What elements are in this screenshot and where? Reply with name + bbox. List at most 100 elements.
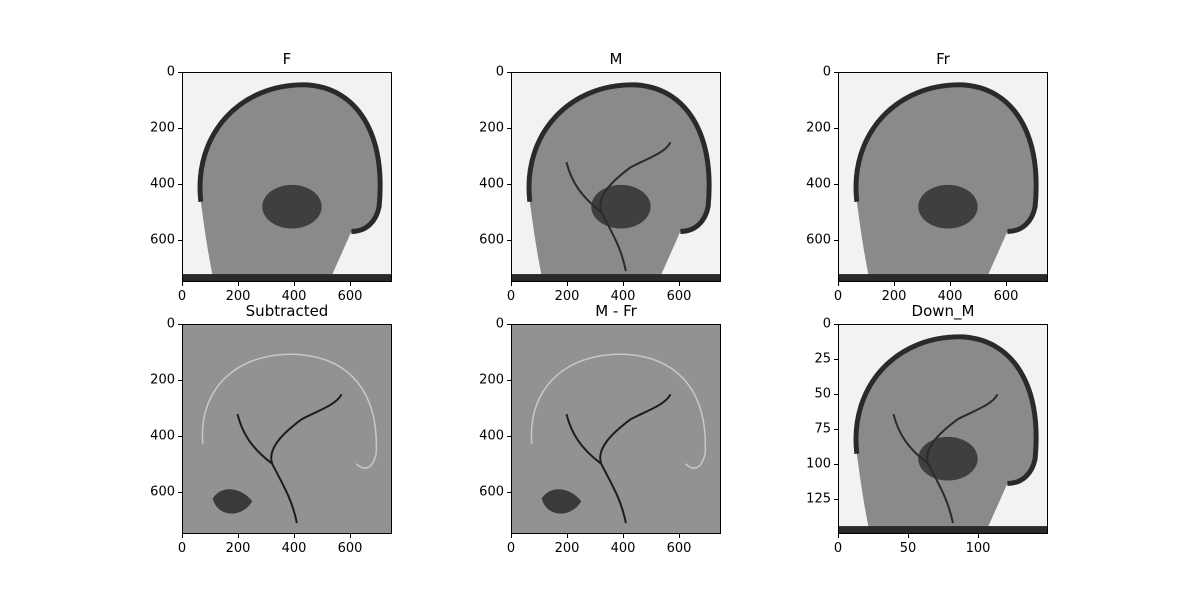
skull-outline (197, 82, 383, 234)
x-tick-label: 0 (506, 541, 516, 556)
y-tick-mark (178, 436, 182, 437)
skull-outline (853, 82, 1039, 234)
y-tick-mark (507, 240, 511, 241)
y-tick-label: 400 (150, 428, 175, 444)
y-tick-label: 0 (822, 64, 831, 80)
y-tick-label: 200 (479, 372, 504, 388)
x-tick-mark (623, 282, 624, 286)
x-tick-label: 400 (281, 541, 307, 556)
skull-base (918, 436, 978, 481)
x-tick-label: 50 (899, 541, 917, 556)
x-tick-mark (294, 534, 295, 538)
skull-outline (201, 353, 378, 469)
y-tick-label: 100 (806, 456, 831, 472)
y-tick-label: 600 (150, 484, 175, 500)
image-axes (838, 324, 1048, 534)
y-tick-mark (834, 499, 838, 500)
image-svg (183, 73, 391, 281)
y-tick-mark (507, 72, 511, 73)
y-tick-label: 0 (822, 316, 831, 332)
table-edge (839, 526, 1047, 533)
image-svg (512, 73, 720, 281)
y-tick-label: 75 (814, 421, 831, 437)
y-tick-mark (507, 492, 511, 493)
x-tick-mark (238, 282, 239, 286)
x-tick-mark (838, 282, 839, 286)
y-tick-label: 200 (150, 120, 175, 136)
x-tick-label: 0 (506, 289, 516, 304)
x-tick-mark (350, 534, 351, 538)
y-tick-mark (178, 184, 182, 185)
table-edge (839, 274, 1047, 281)
panel-title: Subtracted (245, 302, 329, 320)
x-tick-mark (908, 534, 909, 538)
x-tick-label: 200 (554, 541, 580, 556)
y-tick-mark (834, 429, 838, 430)
y-tick-label: 600 (479, 232, 504, 248)
y-tick-mark (507, 324, 511, 325)
x-tick-label: 0 (177, 289, 187, 304)
image-svg (839, 73, 1047, 281)
y-tick-mark (834, 394, 838, 395)
x-tick-label: 0 (177, 541, 187, 556)
y-tick-label: 50 (814, 386, 831, 402)
head-shape (855, 336, 1037, 529)
y-tick-label: 200 (150, 372, 175, 388)
x-tick-label: 400 (937, 289, 963, 304)
y-tick-label: 400 (479, 428, 504, 444)
y-tick-mark (178, 492, 182, 493)
y-tick-mark (507, 436, 511, 437)
x-tick-label: 400 (610, 541, 636, 556)
skull-base (591, 184, 651, 229)
y-tick-mark (834, 359, 838, 360)
x-tick-mark (567, 534, 568, 538)
x-tick-mark (182, 282, 183, 286)
table-edge (512, 274, 720, 281)
jaw-region (212, 489, 253, 514)
skull-outline (526, 82, 712, 234)
y-tick-label: 200 (806, 120, 831, 136)
vessel-tree (892, 393, 999, 524)
y-tick-mark (834, 128, 838, 129)
y-tick-mark (178, 128, 182, 129)
y-tick-label: 125 (806, 491, 831, 507)
y-tick-mark (834, 240, 838, 241)
image-axes (182, 72, 392, 282)
x-tick-label: 400 (281, 289, 307, 304)
x-tick-label: 0 (833, 289, 843, 304)
vessel-tree (236, 393, 343, 524)
panel-title: Fr (936, 50, 950, 68)
y-tick-label: 400 (479, 176, 504, 192)
x-tick-label: 400 (610, 289, 636, 304)
image-axes (838, 72, 1048, 282)
head-shape (855, 84, 1037, 277)
x-tick-label: 200 (225, 541, 251, 556)
y-tick-label: 400 (806, 176, 831, 192)
x-tick-mark (511, 282, 512, 286)
y-tick-label: 0 (495, 64, 504, 80)
x-tick-mark (978, 534, 979, 538)
y-tick-mark (507, 128, 511, 129)
y-tick-mark (178, 380, 182, 381)
x-tick-label: 600 (666, 541, 692, 556)
x-tick-label: 600 (993, 289, 1019, 304)
y-tick-label: 600 (150, 232, 175, 248)
vessel-tree (565, 141, 672, 272)
x-tick-mark (182, 534, 183, 538)
x-tick-mark (567, 282, 568, 286)
y-tick-label: 600 (806, 232, 831, 248)
x-tick-mark (679, 534, 680, 538)
y-tick-mark (178, 324, 182, 325)
image-svg (512, 325, 720, 533)
y-tick-mark (834, 184, 838, 185)
x-tick-mark (294, 282, 295, 286)
x-tick-mark (511, 534, 512, 538)
y-tick-label: 400 (150, 176, 175, 192)
y-tick-label: 0 (166, 316, 175, 332)
y-tick-label: 0 (495, 316, 504, 332)
vessel-tree (565, 393, 672, 524)
y-tick-mark (178, 72, 182, 73)
skull-base (918, 184, 978, 229)
jaw-region (541, 489, 582, 514)
panel-title: Down_M (911, 302, 975, 320)
